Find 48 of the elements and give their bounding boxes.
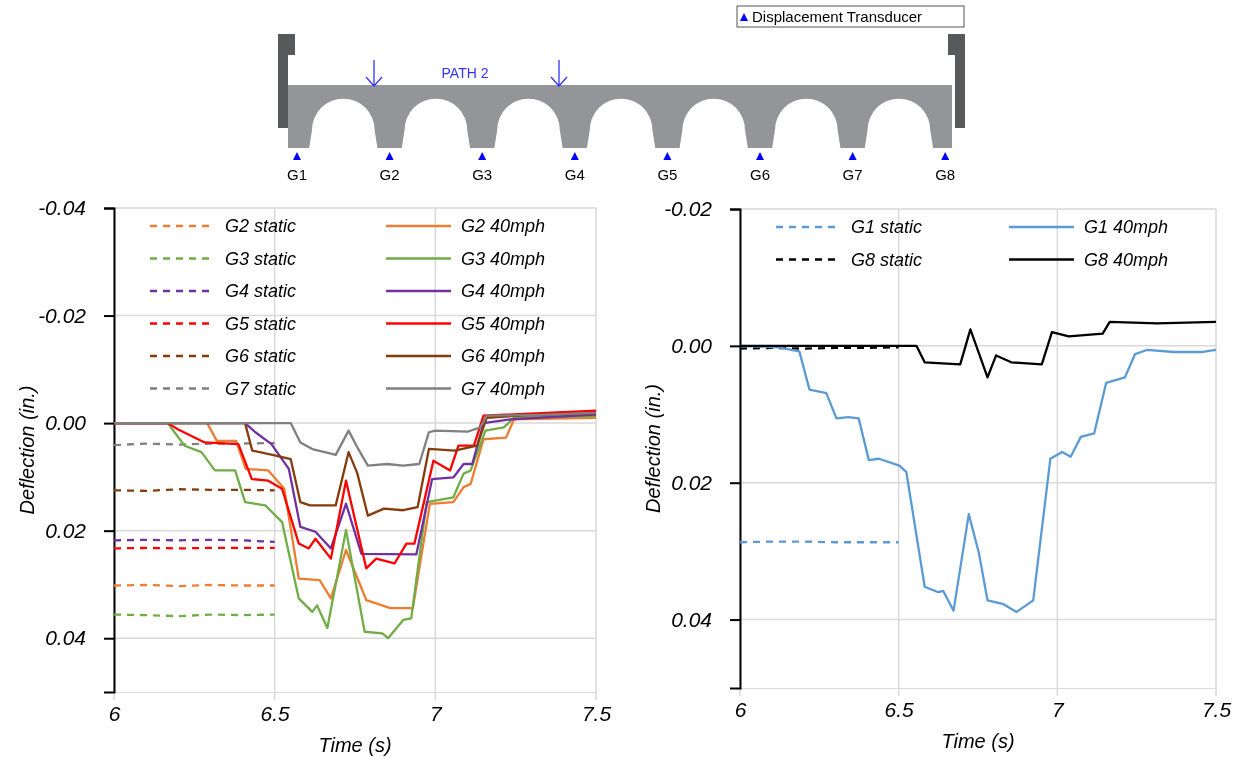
x-tick-label: 6	[734, 697, 747, 721]
legend-label: G6 static	[225, 346, 297, 366]
text: G8	[935, 166, 956, 183]
y-tick-label: -0.04	[38, 196, 86, 220]
y-tick-label: 0.02	[45, 518, 87, 542]
legend-label: G1 40mph	[1084, 217, 1169, 237]
y-tick-label: 0.00	[671, 334, 713, 358]
legend-label: G3 static	[225, 248, 297, 269]
text: G2	[379, 166, 400, 183]
y-tick-label: 0.04	[45, 626, 86, 650]
legend-label: G6 40mph	[461, 346, 546, 366]
x-tick-label: 7.5	[1201, 697, 1232, 721]
legend-label: G5 40mph	[461, 313, 546, 334]
legend-label: G7 40mph	[461, 378, 546, 399]
legend-label: G4 static	[225, 281, 297, 301]
x-tick-label: 7	[1051, 697, 1065, 721]
text: G1	[286, 166, 308, 183]
x-tick-label: 7.5	[581, 701, 612, 725]
text: PATH 2	[441, 65, 489, 81]
y-tick-label: -0.02	[664, 197, 713, 221]
line-series	[112, 411, 598, 467]
legend-label: G5 static	[225, 313, 297, 334]
legend-label: G3 40mph	[461, 248, 546, 269]
text: G4	[564, 166, 585, 183]
y-tick-label: 0.00	[45, 411, 87, 435]
text: G3	[472, 166, 493, 183]
x-tick-label: 6	[108, 701, 121, 725]
legend-label: G2 static	[225, 216, 297, 236]
x-tick-label: 7	[429, 701, 443, 725]
text: G5	[657, 166, 678, 183]
y-axis-title: Deflection (in.)	[16, 385, 38, 515]
x-tick-label: 6.5	[260, 701, 291, 725]
legend-label: G1 static	[851, 217, 923, 237]
y-tick-label: -0.02	[38, 303, 87, 327]
x-axis-title: Time (s)	[941, 730, 1015, 752]
x-tick-label: 6.5	[884, 697, 915, 721]
y-axis-title: Deflection (in.)	[642, 384, 664, 513]
legend-label: G4 40mph	[461, 281, 546, 301]
legend-label: G2 40mph	[461, 216, 546, 236]
legend-label: G7 static	[225, 378, 297, 399]
y-tick-label: 0.02	[671, 470, 713, 494]
legend-label: G8 40mph	[1084, 249, 1169, 270]
text: G6	[749, 166, 771, 183]
x-axis-title: Time (s)	[318, 734, 392, 756]
text: G7	[842, 166, 863, 183]
y-tick-label: 0.04	[671, 607, 712, 631]
legend-label: G8 static	[851, 249, 923, 270]
text: Displacement Transducer	[752, 8, 923, 25]
